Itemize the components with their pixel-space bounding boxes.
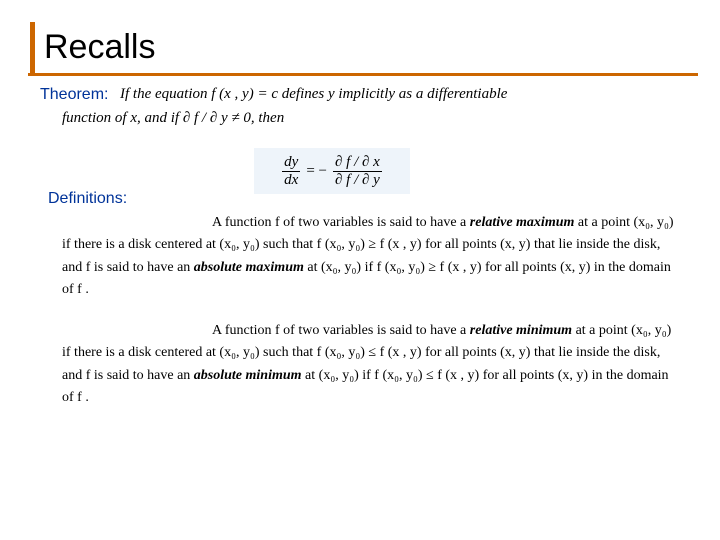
theorem-line2-cond: ∂ f / ∂ y ≠ 0, bbox=[183, 110, 255, 126]
slide-title: Recalls bbox=[44, 28, 155, 67]
def1-term-relmax: relative maximum bbox=[470, 215, 575, 230]
def2-term-absmin: absolute minimum bbox=[194, 368, 302, 383]
theorem-line-2: function of x, and if ∂ f / ∂ y ≠ 0, the… bbox=[62, 110, 284, 127]
theorem-line2-prefix: function of x, and if bbox=[62, 110, 183, 126]
definition-relative-maximum: A function f of two variables is said to… bbox=[62, 212, 682, 302]
formula-equals: = − bbox=[300, 163, 333, 180]
theorem-line-1: If the equation f (x , y) = c defines y … bbox=[120, 86, 507, 103]
theorem-line1-suffix: defines y implicitly as a differentiable bbox=[278, 86, 507, 102]
theorem-label: Theorem: bbox=[40, 86, 108, 104]
formula-lhs-num: dy bbox=[282, 154, 300, 171]
formula-rhs-num: ∂ f / ∂ x bbox=[333, 154, 382, 171]
formula-rhs-den: ∂ f / ∂ y bbox=[333, 171, 382, 189]
formula-box: dy dx = − ∂ f / ∂ x ∂ f / ∂ y bbox=[254, 148, 410, 194]
def1-term-absmax: absolute maximum bbox=[194, 260, 304, 275]
theorem-line1-prefix: If the equation bbox=[120, 86, 211, 102]
title-horizontal-rule bbox=[28, 73, 698, 76]
formula-lhs-fraction: dy dx bbox=[282, 154, 300, 188]
theorem-line2-suffix: then bbox=[255, 110, 285, 126]
def2-lead: A function f of two variables is said to… bbox=[212, 323, 470, 338]
theorem-line1-fxy: f (x , y) = c bbox=[211, 86, 278, 102]
formula-rhs-fraction: ∂ f / ∂ x ∂ f / ∂ y bbox=[333, 154, 382, 188]
def2-term-relmin: relative minimum bbox=[470, 323, 572, 338]
formula-lhs-den: dx bbox=[282, 171, 300, 189]
definition-relative-minimum: A function f of two variables is said to… bbox=[62, 320, 682, 410]
title-vertical-bar bbox=[30, 22, 35, 74]
definitions-label: Definitions: bbox=[48, 190, 127, 208]
def1-lead: A function f of two variables is said to… bbox=[212, 215, 470, 230]
